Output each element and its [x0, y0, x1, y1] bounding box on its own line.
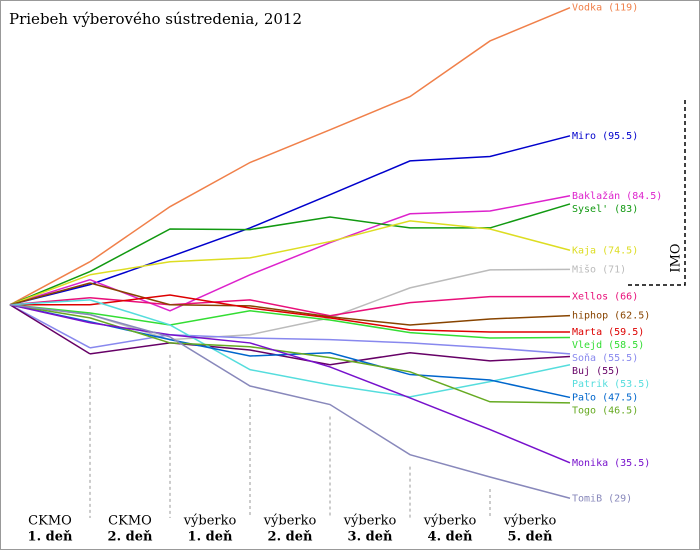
annotation: IMO	[669, 243, 684, 272]
series-label: Vodka (119)	[572, 3, 638, 14]
series-line	[89, 203, 571, 273]
x-tick-label: výberko	[423, 514, 477, 529]
imo-bracket	[628, 100, 686, 286]
series-line	[89, 135, 571, 286]
start-segment	[9, 304, 91, 316]
start-segment	[9, 261, 91, 306]
x-tick-label: výberko	[503, 514, 557, 529]
series-line	[89, 282, 571, 326]
x-tick-label: 1. deň	[188, 530, 233, 545]
series-label: Miro (95.5)	[572, 131, 638, 142]
series-label: Mišo (71)	[572, 263, 626, 275]
series-label: hiphop (62.5)	[572, 311, 650, 322]
x-tick-label: výberko	[263, 514, 317, 529]
series-line	[89, 299, 571, 398]
x-tick-label: výberko	[343, 514, 397, 529]
start-segment	[9, 274, 91, 306]
series-line	[89, 295, 570, 317]
series-label: Marta (59.5)	[572, 327, 644, 338]
series-line	[89, 342, 571, 366]
series-label: Xellos (66)	[572, 292, 638, 303]
start-segment	[9, 282, 91, 306]
series-label: Buj (55)	[572, 366, 620, 377]
series-line	[89, 220, 571, 276]
x-tick-label: výberko	[183, 514, 237, 529]
start-segment	[9, 304, 91, 324]
x-tick-label: CKMO	[28, 514, 72, 529]
x-tick-label: 5. deň	[508, 530, 553, 545]
start-segment	[9, 299, 91, 306]
series-label: Patrik (53.5)	[572, 379, 650, 390]
series-line	[89, 313, 571, 499]
series-label: Vlejd (58.5)	[572, 340, 644, 351]
series-label: Togo (46.5)	[572, 405, 638, 416]
start-segment	[9, 304, 91, 349]
series-line	[89, 7, 571, 263]
series-label: Soňa (55.5)	[572, 352, 638, 364]
series-line	[89, 294, 570, 333]
x-tick-label: 4. deň	[428, 530, 473, 545]
x-tick-label: 2. deň	[108, 530, 153, 545]
series-line	[89, 320, 571, 399]
x-tick-label: CKMO	[108, 514, 152, 529]
series-label: Kaja (74.5)	[572, 245, 638, 256]
x-tick-label: 3. deň	[348, 530, 393, 545]
series-line	[89, 317, 571, 404]
x-tick-label: 2. deň	[268, 530, 313, 545]
series-line	[89, 195, 571, 312]
series-label: Baklažán (84.5)	[572, 190, 662, 202]
series-label: Sysel' (83)	[572, 204, 638, 215]
start-segment	[9, 304, 91, 355]
series-line	[89, 322, 571, 464]
series-label: Paľo (47.5)	[572, 392, 638, 403]
chart-title: Priebeh výberového sústredenia, 2012	[9, 10, 302, 28]
series-label: Monika (35.5)	[572, 458, 650, 469]
series-label: TomiB (29)	[572, 493, 632, 504]
x-tick-label: 1. deň	[28, 530, 73, 545]
